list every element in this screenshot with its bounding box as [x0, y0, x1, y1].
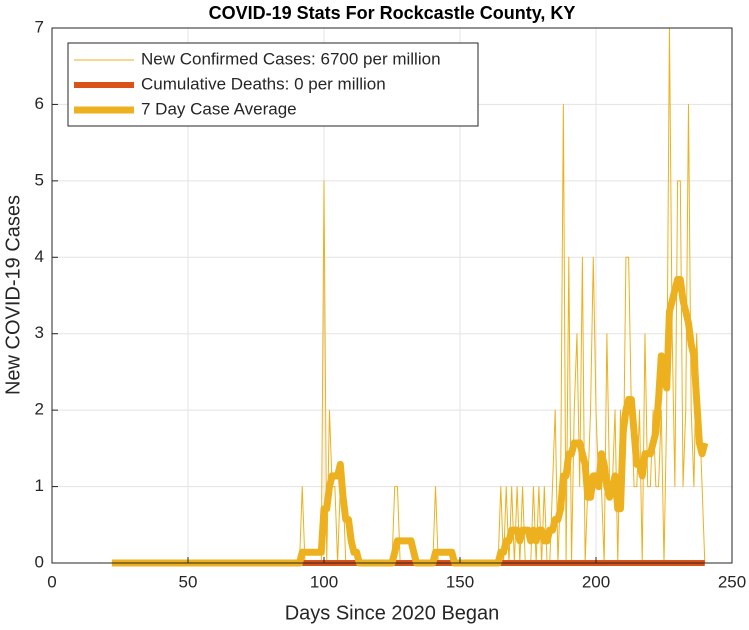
y-tick-label: 7: [35, 17, 44, 36]
legend-box: [67, 42, 479, 127]
legend-label: 7 Day Case Average: [141, 99, 297, 118]
y-tick-label: 5: [35, 170, 44, 189]
y-axis-label: New COVID-19 Cases: [2, 195, 24, 395]
legend-label: Cumulative Deaths: 0 per million: [141, 74, 386, 93]
x-tick-label: 100: [310, 572, 338, 591]
legend: New Confirmed Cases: 6700 per million Cum…: [67, 42, 479, 127]
ticks: 0 50 100 150 200 250 0 1 2 3 4 5 6 7: [35, 17, 747, 591]
x-axis-label: Days Since 2020 Began: [285, 602, 500, 624]
axes-box: [51, 27, 733, 564]
y-tick-label: 2: [35, 400, 44, 419]
y-tick-label: 3: [35, 323, 44, 342]
x-tick-label: 250: [718, 572, 746, 591]
legend-label: New Confirmed Cases: 6700 per million: [141, 49, 441, 68]
x-tick-label: 50: [179, 572, 198, 591]
y-tick-label: 0: [35, 552, 44, 571]
x-tick-label: 200: [582, 572, 610, 591]
y-tick-label: 4: [35, 247, 44, 266]
y-tick-label: 6: [35, 94, 44, 113]
x-tick-label: 150: [446, 572, 474, 591]
chart-title: COVID-19 Stats For Rockcastle County, KY: [209, 3, 576, 23]
x-tick-label: 0: [47, 572, 56, 591]
y-tick-label: 1: [35, 476, 44, 495]
